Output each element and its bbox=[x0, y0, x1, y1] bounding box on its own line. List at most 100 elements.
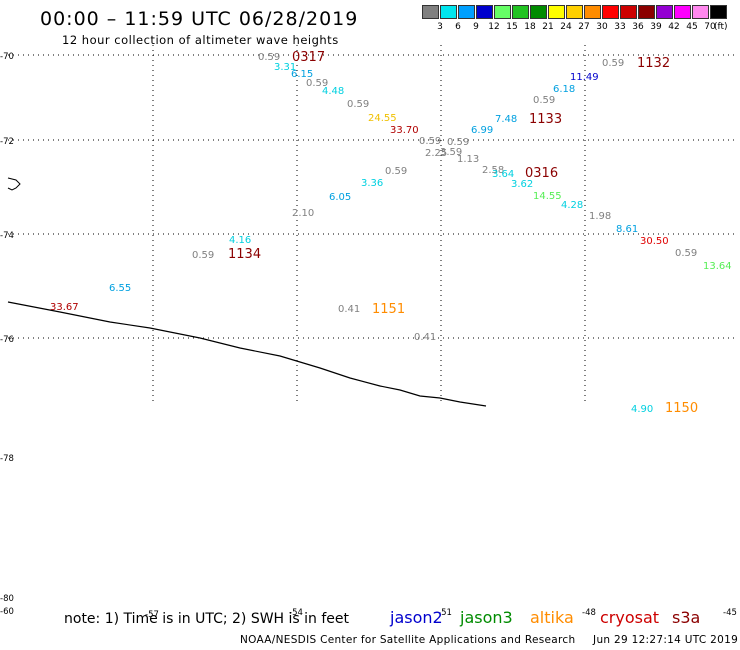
wave-height-label: 0.59 bbox=[533, 95, 555, 106]
wave-height-label: 4.28 bbox=[561, 200, 583, 211]
wave-height-label: 0.41 bbox=[414, 332, 436, 343]
legend-tick-label: 12 bbox=[488, 22, 500, 32]
wave-height-label: 6.99 bbox=[471, 125, 493, 136]
pass-id-label: 1134 bbox=[228, 247, 261, 262]
legend-swatch bbox=[530, 5, 547, 19]
latitude-label: -72 bbox=[0, 137, 14, 147]
satellite-name: jason3 bbox=[460, 608, 513, 627]
legend-swatch bbox=[710, 5, 727, 19]
longitude-label: -45 bbox=[723, 608, 737, 618]
legend-swatch bbox=[512, 5, 529, 19]
legend-tick-label: 6 bbox=[455, 22, 461, 32]
legend-swatch bbox=[440, 5, 457, 19]
wave-height-label: 3.62 bbox=[511, 179, 533, 190]
coastline bbox=[7, 301, 487, 407]
legend-unit: (ft) bbox=[714, 22, 728, 32]
legend-swatch bbox=[602, 5, 619, 19]
pass-id-label: 1150 bbox=[665, 401, 698, 416]
legend-tick-label: 24 bbox=[560, 22, 572, 32]
wave-height-label: 0.59 bbox=[347, 99, 369, 110]
wave-height-labels: 0317 1132113303161134115111500.593.316.15… bbox=[50, 50, 732, 416]
latitude-label: -80 bbox=[0, 594, 14, 604]
wave-height-label: 6.55 bbox=[109, 283, 131, 294]
wave-height-label: 0.59 bbox=[258, 52, 280, 63]
satellite-name: altika bbox=[530, 608, 574, 627]
map-title: 00:00 – 11:59 UTC 06/28/2019 bbox=[40, 8, 359, 30]
map-subtitle: 12 hour collection of altimeter wave hei… bbox=[62, 33, 339, 47]
wave-height-label: 0.59 bbox=[419, 136, 441, 147]
wave-height-label: 11.49 bbox=[570, 72, 599, 83]
legend-swatch bbox=[638, 5, 655, 19]
wave-height-label: 0.41 bbox=[338, 304, 360, 315]
wave-height-label: 3.64 bbox=[492, 169, 514, 180]
wave-height-label: 4.48 bbox=[322, 86, 344, 97]
wave-height-label: 0.59 bbox=[602, 58, 624, 69]
latitude-label: -70 bbox=[0, 52, 14, 62]
longitude-label: -60 bbox=[0, 607, 14, 617]
legend-tick-label: 45 bbox=[686, 22, 698, 32]
footer-note: note: 1) Time is in UTC; 2) SWH is in fe… bbox=[64, 611, 350, 627]
pass-id-label: 1132 bbox=[637, 56, 670, 71]
wave-height-label: 0.59 bbox=[675, 248, 697, 259]
latitude-label: -78 bbox=[0, 454, 14, 464]
wave-height-label: 30.50 bbox=[640, 236, 669, 247]
legend-tick-label: 9 bbox=[473, 22, 479, 32]
color-legend: 3 6 9 12 15 18 21 24 27 30 33 36 39 42 45 70 (ft) bbox=[422, 5, 732, 39]
legend-tick-label: 33 bbox=[614, 22, 626, 32]
legend-tick-label: 18 bbox=[524, 22, 536, 32]
graticule bbox=[8, 45, 738, 405]
legend-swatch bbox=[584, 5, 601, 19]
wave-height-label: 14.55 bbox=[533, 191, 562, 202]
legend-swatch bbox=[458, 5, 475, 19]
wave-height-label: 3.36 bbox=[361, 178, 383, 189]
pass-id-label: 0317 bbox=[292, 50, 325, 65]
footer-credit: NOAA/NESDIS Center for Satellite Applica… bbox=[240, 634, 738, 646]
wave-height-label: 6.18 bbox=[553, 84, 575, 95]
satellite-name: cryosat bbox=[600, 608, 660, 627]
wave-height-label: 1.13 bbox=[457, 154, 479, 165]
wave-height-label: 2.25 bbox=[425, 148, 447, 159]
pass-id-label: 0316 bbox=[525, 166, 558, 181]
pass-id-label: 1151 bbox=[372, 302, 405, 317]
wave-height-label: 3.59 bbox=[440, 147, 462, 158]
legend-swatch bbox=[476, 5, 493, 19]
wave-height-label: 4.90 bbox=[631, 404, 653, 415]
legend-tick-label: 3 bbox=[437, 22, 443, 32]
longitude-label: -48 bbox=[582, 608, 596, 618]
legend-swatch bbox=[692, 5, 709, 19]
wave-height-label: 8.61 bbox=[616, 224, 638, 235]
longitude-label: -54 bbox=[289, 608, 303, 618]
legend-swatch bbox=[548, 5, 565, 19]
legend-tick-label: 15 bbox=[506, 22, 518, 32]
satellite-name: jason2 bbox=[390, 608, 443, 627]
wave-height-label: 2.10 bbox=[292, 208, 314, 219]
wave-height-label: 2.58 bbox=[482, 165, 504, 176]
legend-tick-label: 21 bbox=[542, 22, 554, 32]
longitude-label: -57 bbox=[145, 610, 159, 620]
credit-text: NOAA/NESDIS Center for Satellite Applica… bbox=[240, 634, 576, 646]
wave-height-label: 0.59 bbox=[306, 78, 328, 89]
wave-height-label: 24.55 bbox=[368, 113, 397, 124]
legend-tick-label: 39 bbox=[650, 22, 662, 32]
legend-swatch bbox=[620, 5, 637, 19]
wave-height-label: 33.67 bbox=[50, 302, 79, 313]
latitude-label: -74 bbox=[0, 231, 14, 241]
satellite-name: s3a bbox=[672, 608, 701, 627]
legend-tick-label: 36 bbox=[632, 22, 644, 32]
legend-tick-label: 27 bbox=[578, 22, 590, 32]
legend-swatch bbox=[494, 5, 511, 19]
wave-height-label: 7.48 bbox=[495, 114, 517, 125]
legend-swatch bbox=[674, 5, 691, 19]
legend-swatch bbox=[656, 5, 673, 19]
wave-height-label: 6.15 bbox=[291, 69, 313, 80]
coastline-fragment bbox=[7, 177, 21, 191]
wave-height-label: 1.98 bbox=[589, 211, 611, 222]
pass-id-label: 1133 bbox=[529, 112, 562, 127]
wave-height-label: 6.05 bbox=[329, 192, 351, 203]
credit-timestamp: Jun 29 12:27:14 UTC 2019 bbox=[593, 634, 739, 646]
wave-height-label: 3.31 bbox=[274, 62, 296, 73]
legend-swatch bbox=[566, 5, 583, 19]
wave-height-label: 33.70 bbox=[390, 125, 419, 136]
wave-height-label: 0.59 bbox=[447, 137, 469, 148]
